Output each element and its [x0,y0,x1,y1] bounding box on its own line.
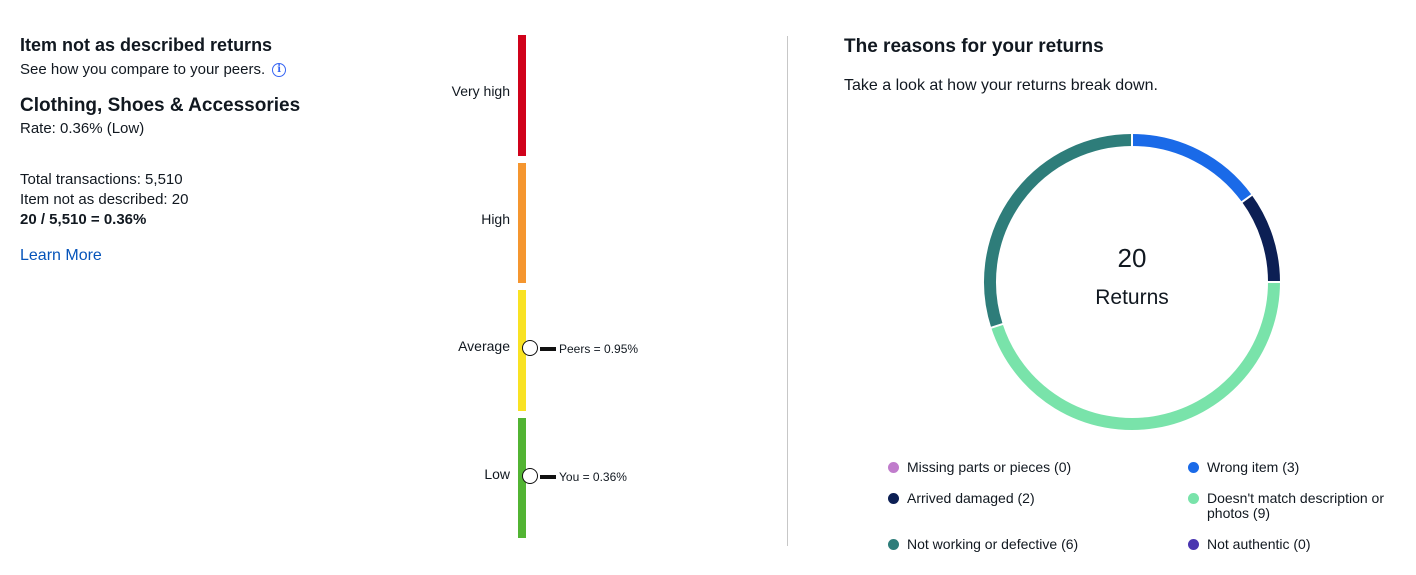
legend-dot [888,462,899,473]
legend-label: Not authentic (0) [1207,536,1311,552]
legend-dot [888,539,899,550]
legend-dot [1188,493,1199,504]
learn-more-link[interactable]: Learn More [20,247,102,264]
legend-item-not-working[interactable]: Not working or defective (6) [888,537,1148,552]
band-label-average: Average [458,338,510,354]
peers-marker-bar [540,347,556,351]
legend-item-wrong-item[interactable]: Wrong item (3) [1188,460,1403,475]
donut-slice-doesn-t-match-description-or-photos[interactable] [991,281,1280,430]
legend-label: Not working or defective (6) [907,536,1079,552]
reasons-subtitle: Take a look at how your returns break do… [844,77,1158,94]
band-label-very-high: Very high [451,83,510,99]
legend-item-missing-parts[interactable]: Missing parts or pieces (0) [888,460,1148,475]
legend-label: Arrived damaged (2) [907,490,1035,506]
divider [787,36,788,546]
donut-slice-separator [1239,193,1254,205]
rate-formula: 20 / 5,510 = 0.36% [20,211,147,228]
donut-slice-not-working-or-defective[interactable] [984,134,1133,328]
band-high [518,163,526,283]
section-subtitle: See how you compare to your peers. i [20,61,287,79]
legend-dot [888,493,899,504]
donut-slice-separator [989,322,1005,330]
section-title: Item not as described returns [20,35,273,55]
legend-item-not-authentic[interactable]: Not authentic (0) [1188,537,1403,552]
donut-total-label: Returns [1095,286,1169,309]
peers-marker-dot [522,340,538,356]
info-icon[interactable]: i [272,63,287,77]
you-marker-dot [522,468,538,484]
category-title: Clothing, Shoes & Accessories [20,95,301,116]
legend-label: Doesn't match description or photos (9) [1207,490,1384,521]
legend-item-arrived-damaged[interactable]: Arrived damaged (2) [888,491,1148,506]
donut-total: 20 [1117,243,1147,273]
legend-item-doesnt-match[interactable]: Doesn't match description or photos (9) [1188,491,1403,521]
reasons-title: The reasons for your returns [844,36,1104,57]
legend-label: Wrong item (3) [1207,459,1300,475]
band-label-low: Low [484,466,510,482]
band-label-high: High [481,211,510,227]
subtitle-text: See how you compare to your peers. [20,61,266,78]
legend-dot [1188,462,1199,473]
you-marker-label: You = 0.36% [559,470,627,484]
donut-slice-arrived-damaged[interactable] [1241,195,1280,283]
donut-slice-wrong-item[interactable] [1131,134,1252,203]
rate-text: Rate: 0.36% (Low) [20,120,145,137]
returns-donut-chart [984,132,1282,430]
total-transactions: Total transactions: 5,510 [20,171,183,188]
band-very-high [518,35,526,156]
peers-marker-label: Peers = 0.95% [559,342,639,356]
legend-dot [1188,539,1199,550]
you-marker-bar [540,475,556,479]
inad-count: Item not as described: 20 [20,191,189,208]
legend-label: Missing parts or pieces (0) [907,459,1072,475]
